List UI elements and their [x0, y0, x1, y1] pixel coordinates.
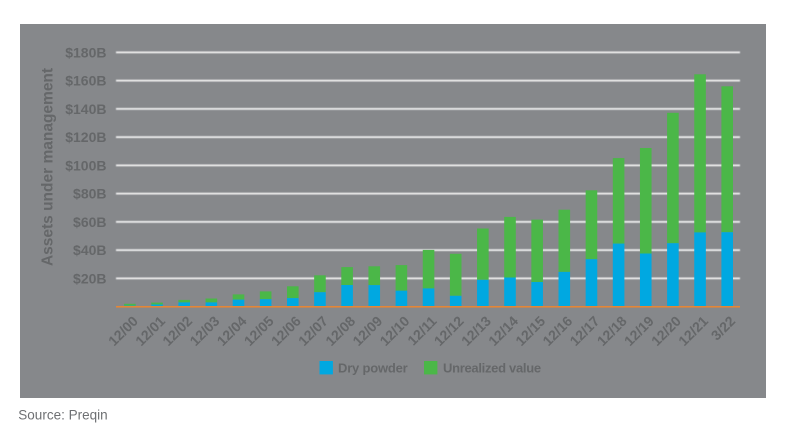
- svg-text:$120B: $120B: [65, 129, 106, 145]
- svg-text:Dry powder: Dry powder: [338, 361, 408, 376]
- svg-text:Assets under management: Assets under management: [39, 68, 56, 266]
- svg-text:$160B: $160B: [65, 73, 106, 89]
- svg-text:$20B: $20B: [73, 270, 106, 286]
- svg-text:$100B: $100B: [65, 157, 106, 173]
- svg-text:Unrealized value: Unrealized value: [443, 361, 541, 376]
- svg-text:$60B: $60B: [73, 214, 106, 230]
- svg-text:$140B: $140B: [65, 101, 106, 117]
- svg-text:$40B: $40B: [73, 242, 106, 258]
- svg-text:$80B: $80B: [73, 186, 106, 202]
- svg-text:$180B: $180B: [65, 44, 106, 60]
- svg-text:Source: Preqin: Source: Preqin: [18, 408, 107, 423]
